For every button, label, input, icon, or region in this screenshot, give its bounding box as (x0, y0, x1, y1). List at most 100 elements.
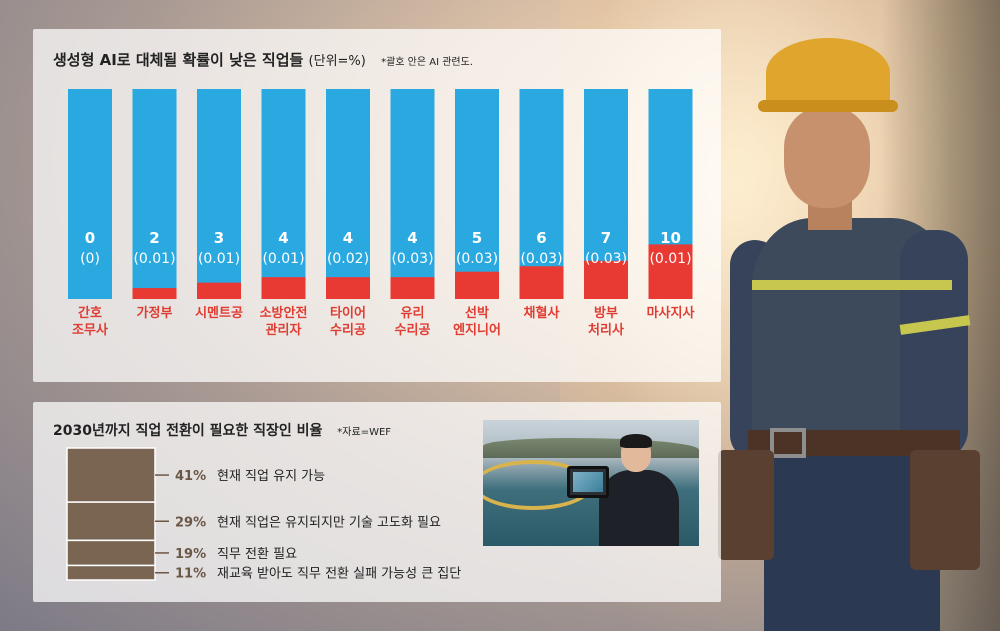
bar-ai-relevance-label: (0.01) (262, 251, 304, 267)
inset-person-body (599, 470, 679, 546)
worker-right-arm (900, 230, 968, 460)
ai-replacement-bar-chart: 0 (0) 간호 조무사 2 (0.01) 가정부 3 (0.01) 시멘트공 4 (0.01) 소방안… (68, 89, 695, 338)
tool-pouch-right (910, 450, 980, 570)
bar-value-fill (197, 282, 241, 299)
bar-category-line: 유리 (401, 305, 425, 321)
bar-category-line: 간호 (78, 305, 102, 321)
stack-percent-label: 11% (175, 567, 206, 582)
stack-segment (66, 447, 156, 503)
bar-group: 5 (0.03) 선박 엔지니어 (453, 89, 501, 338)
bar-ai-relevance-label: (0.02) (327, 251, 369, 267)
bar-value-fill (326, 277, 370, 299)
bar-background (197, 89, 241, 299)
job-transition-chart-panel: 41% 현재 직업 유지 가능 29% 현재 직업은 유지되지만 기술 고도화 필요 1… (33, 402, 721, 602)
tool-pouch-left (718, 450, 774, 560)
bar-ai-relevance-label: (0.01) (198, 251, 240, 267)
bar-value-label: 5 (472, 229, 482, 247)
bar-category-label: 타이어 수리공 (330, 305, 366, 338)
bar-background (455, 89, 499, 299)
chart-note: *괄호 안은 AI 관련도. (381, 57, 473, 68)
stack-percent-label: 41% (175, 469, 206, 484)
bar-category-label: 소방안전 관리자 (260, 305, 308, 338)
bar-category-line: 방부 (594, 305, 618, 321)
bar-ai-relevance-label: (0.03) (585, 251, 627, 267)
stack-percent-label: 29% (175, 515, 206, 530)
bar-value-label: 0 (85, 229, 95, 247)
stack-segment (66, 564, 156, 581)
construction-worker-photo (700, 30, 1000, 631)
bar-group: 7 (0.03) 방부 처리사 (584, 89, 628, 338)
bar-background (68, 89, 112, 299)
worker-face (784, 108, 870, 208)
bar-value-fill (455, 271, 499, 299)
bar-category-label: 시멘트공 (195, 305, 243, 321)
inset-person-hair (620, 434, 652, 448)
bar-value-label: 6 (536, 229, 546, 247)
bar-value-label: 2 (149, 229, 159, 247)
bar-category-line: 수리공 (330, 322, 366, 338)
bar-value-label: 4 (278, 229, 288, 247)
stack-segment (66, 501, 156, 542)
bar-category-line: 선박 (465, 305, 489, 321)
bar-group: 0 (0) 간호 조무사 (68, 89, 112, 338)
transition-title-text: 2030년까지 직업 전환이 필요한 직장인 비율 (53, 423, 323, 439)
chart-title-text: 생성형 AI로 대체될 확률이 낮은 직업들 (53, 51, 304, 69)
bar-group: 3 (0.01) 시멘트공 (195, 89, 243, 321)
stack-percent-label: 19% (175, 547, 206, 562)
bar-value-fill (261, 277, 306, 299)
bar-group: 4 (0.02) 타이어 수리공 (326, 89, 370, 338)
inset-person (567, 434, 681, 546)
bar-category-line: 관리자 (266, 322, 302, 338)
bar-category-label: 마사지사 (647, 305, 695, 321)
bar-group: 4 (0.03) 유리 수리공 (390, 89, 435, 338)
reflective-stripe (752, 280, 952, 290)
bar-category-line: 소방안전 (260, 305, 308, 321)
bar-ai-relevance-label: (0) (80, 251, 100, 267)
stack-segment-group: 29% 현재 직업은 유지되지만 기술 고도화 필요 (66, 501, 441, 542)
bar-category-label: 간호 조무사 (72, 305, 108, 338)
bar-ai-relevance-label: (0.01) (133, 251, 175, 267)
stack-segment-group: 11% 재교육 받아도 직무 전환 실패 가능성 큰 집단 (66, 564, 461, 582)
bar-category-line: 마사지사 (647, 305, 695, 321)
bar-category-line: 타이어 (330, 305, 366, 321)
hard-hat-brim (758, 100, 898, 112)
bar-ai-relevance-label: (0.03) (391, 251, 433, 267)
bar-category-label: 유리 수리공 (395, 305, 431, 338)
bar-value-label: 4 (407, 229, 417, 247)
stack-category-label: 현재 직업 유지 가능 (217, 469, 325, 484)
bar-category-line: 채혈사 (524, 305, 560, 321)
bar-background (261, 89, 306, 299)
bar-value-label: 7 (601, 229, 611, 247)
belt-buckle (770, 428, 806, 458)
transition-source-note: *자료=WEF (337, 427, 392, 438)
bar-group: 6 (0.03) 채혈사 (519, 89, 564, 321)
bar-category-line: 수리공 (395, 322, 431, 338)
bar-background (326, 89, 370, 299)
bar-category-label: 채혈사 (524, 305, 560, 321)
bar-value-label: 4 (343, 229, 353, 247)
chart-title: 생성형 AI로 대체될 확률이 낮은 직업들 (단위=%) *괄호 안은 AI … (53, 49, 473, 70)
worker-with-tablet-photo (483, 420, 699, 546)
stack-segment-group: 19% 직무 전환 필요 (66, 539, 297, 567)
tablet-icon (567, 466, 609, 498)
transition-chart-title: 2030년까지 직업 전환이 필요한 직장인 비율 *자료=WEF (53, 420, 391, 440)
stack-segment-group: 41% 현재 직업 유지 가능 (66, 447, 325, 503)
bar-value-fill (132, 288, 177, 299)
bar-category-line: 처리사 (588, 322, 624, 338)
bar-group: 10 (0.01) 마사지사 (647, 89, 695, 321)
bar-background (132, 89, 177, 299)
stack-category-label: 재교육 받아도 직무 전환 실패 가능성 큰 집단 (217, 567, 461, 582)
bar-value-fill (648, 244, 693, 299)
bar-ai-relevance-label: (0.03) (456, 251, 498, 267)
bar-category-line: 시멘트공 (195, 305, 243, 321)
hard-hat (766, 38, 890, 108)
bar-value-fill (584, 260, 628, 299)
bar-value-label: 10 (660, 229, 681, 247)
stack-segment (66, 539, 156, 567)
bar-category-label: 선박 엔지니어 (453, 305, 501, 338)
bar-background (519, 89, 564, 299)
bar-category-line: 가정부 (137, 305, 173, 321)
bar-category-label: 가정부 (137, 305, 173, 321)
bar-value-fill (390, 277, 435, 299)
bar-value-fill (519, 266, 564, 299)
